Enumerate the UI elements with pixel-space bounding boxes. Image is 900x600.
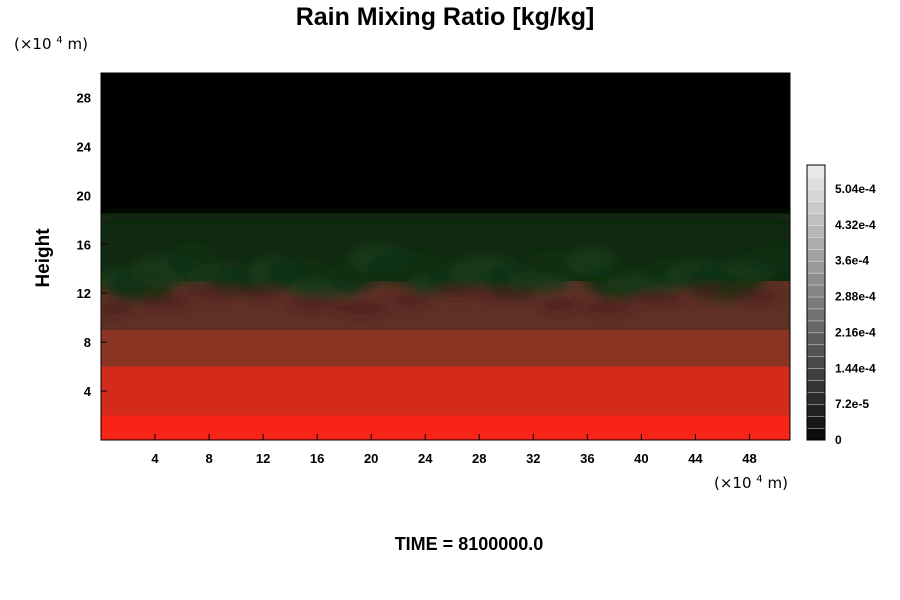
colorbar-level: [806, 284, 826, 298]
colorbar-level: [806, 320, 826, 334]
x-tick-label: 40: [634, 451, 648, 466]
x-tick-label: 32: [526, 451, 540, 466]
rain-intrusion: [627, 291, 688, 304]
y-axis-label: Height: [33, 228, 54, 288]
plot-frame: [100, 72, 791, 441]
x-unit-exponent: 4: [756, 474, 762, 485]
colorbar-level: [806, 272, 826, 286]
colorbar-level: [806, 188, 826, 202]
colorbar-level: [806, 224, 826, 238]
colorbar-level: [806, 248, 826, 262]
y-tick-label: 16: [77, 237, 91, 252]
cloud-blob: [506, 271, 571, 294]
x-tick-label: 12: [256, 451, 270, 466]
x-unit-prefix: (×10: [714, 474, 752, 492]
time-label: TIME = 8100000.0: [395, 534, 544, 554]
colorbar-level: [806, 260, 826, 274]
colorbar-tick-label: 2.88e-4: [835, 290, 876, 304]
rain-intrusion: [243, 286, 284, 299]
colorbar-level: [806, 308, 826, 322]
y-unit-exponent: 4: [56, 35, 62, 46]
cloud-features: [101, 213, 790, 315]
x-tick-label: 48: [742, 451, 756, 466]
colorbar-tick-label: 3.6e-4: [835, 254, 869, 268]
x-tick-label: 8: [205, 451, 212, 466]
colorbar-level: [806, 415, 826, 429]
colorbar: [806, 164, 826, 441]
y-tick-label: 20: [77, 188, 91, 203]
x-tick-label: 20: [364, 451, 378, 466]
colorbar-tick-label: 2.16e-4: [835, 325, 876, 339]
rain-intrusion: [435, 284, 486, 297]
colorbar-level: [806, 200, 826, 214]
colorbar-level: [806, 212, 826, 226]
colorbar-tick-label: 5.04e-4: [835, 182, 876, 196]
y-tick-label: 24: [77, 139, 92, 154]
rain-intrusion: [184, 285, 245, 298]
y-axis-ticks: 4 8 12 16 20 24 28: [77, 90, 107, 399]
x-axis-unit: (×10 4 m): [714, 468, 788, 492]
rain-intrusion: [730, 289, 781, 302]
x-tick-label: 44: [688, 451, 703, 466]
y-tick-label: 12: [77, 286, 91, 301]
rain-intrusion: [538, 299, 579, 312]
colorbar-tick-label: 7.2e-5: [835, 397, 869, 411]
colorbar-level: [806, 403, 826, 417]
rain-intrusion: [287, 297, 338, 310]
colorbar-level: [806, 380, 826, 393]
colorbar-tick-label: 4.32e-4: [835, 218, 876, 232]
x-unit-suffix: m): [767, 474, 787, 492]
y-tick-label: 4: [84, 384, 92, 399]
x-axis-ticks: 4 8 12 16 20 24 28 32 36 40 44 48: [151, 434, 757, 466]
rain-intrusion: [391, 293, 432, 306]
cloud-blob: [744, 246, 790, 273]
rain-intrusion: [686, 284, 727, 297]
colorbar-level: [806, 164, 826, 178]
colorbar-level: [806, 236, 826, 250]
colorbar-level: [806, 427, 826, 441]
plot-area: [101, 73, 790, 440]
colorbar-frame: [806, 164, 826, 441]
colorbar-level: [806, 391, 826, 405]
colorbar-level: [806, 368, 826, 381]
y-unit-prefix: (×10: [14, 35, 52, 53]
colorbar-tick-label: 0: [835, 433, 842, 447]
y-tick-label: 8: [84, 335, 91, 350]
y-axis-unit: (×10 4 m): [14, 29, 88, 53]
colorbar-level: [806, 356, 826, 369]
x-tick-label: 16: [310, 451, 324, 466]
x-tick-label: 36: [580, 451, 594, 466]
rain-intrusion: [139, 295, 190, 308]
colorbar-level: [806, 344, 826, 358]
rain-intrusion: [101, 302, 136, 315]
colorbar-level: [806, 332, 826, 346]
rain-intrusion: [582, 301, 633, 314]
x-tick-label: 24: [418, 451, 433, 466]
cloud-top-edge: [101, 213, 790, 222]
x-tick-label: 4: [151, 451, 159, 466]
colorbar-tick-label: 1.44e-4: [835, 361, 876, 375]
y-tick-label: 28: [77, 90, 91, 105]
rain-intrusion: [331, 302, 392, 315]
y-unit-suffix: m): [67, 35, 87, 53]
colorbar-ticks: 0 7.2e-5 1.44e-4 2.16e-4 2.88e-4 3.6e-4 4.32e-…: [835, 182, 876, 447]
colorbar-level: [806, 296, 826, 310]
colorbar-level: [806, 176, 826, 190]
chart-title: Rain Mixing Ratio [kg/kg]: [296, 3, 595, 31]
rain-intrusion: [479, 288, 540, 301]
x-tick-label: 28: [472, 451, 486, 466]
